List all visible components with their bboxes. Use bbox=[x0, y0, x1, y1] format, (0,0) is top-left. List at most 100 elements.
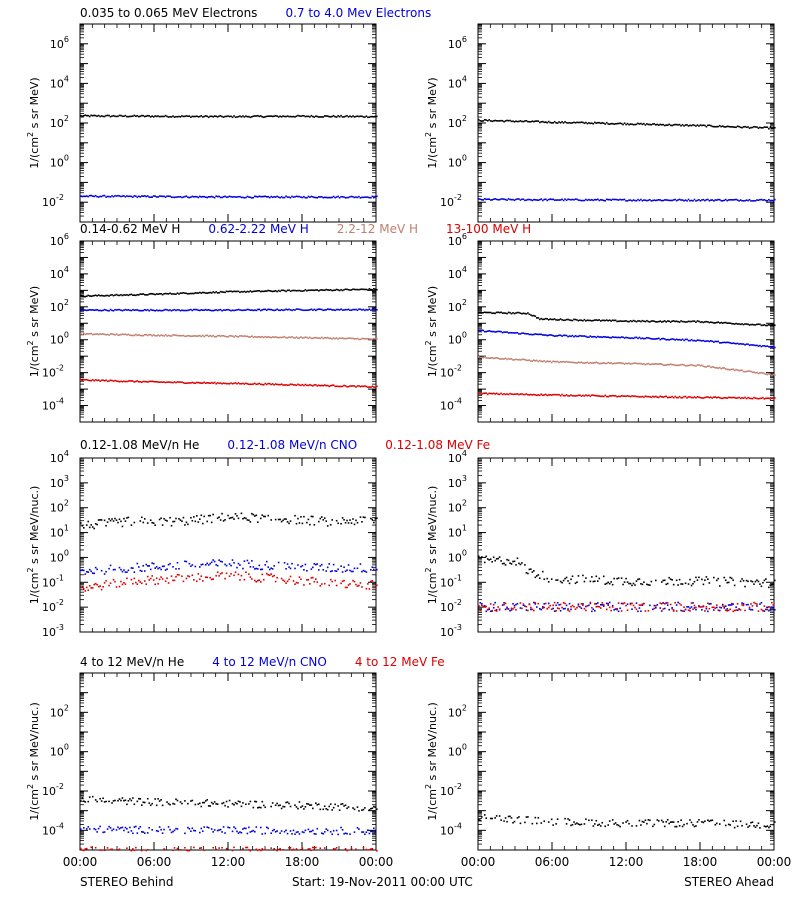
data-point bbox=[552, 393, 554, 396]
data-point bbox=[748, 370, 751, 373]
data-point bbox=[149, 196, 152, 199]
data-point bbox=[605, 395, 608, 398]
data-point bbox=[280, 289, 283, 292]
data-point bbox=[300, 565, 302, 568]
data-point bbox=[237, 517, 240, 520]
data-point bbox=[267, 573, 270, 576]
data-point bbox=[619, 320, 621, 322]
data-point bbox=[647, 362, 650, 365]
data-point bbox=[754, 324, 757, 326]
data-point bbox=[193, 196, 195, 198]
data-point bbox=[140, 195, 143, 197]
data-point bbox=[497, 198, 499, 201]
data-point bbox=[310, 384, 313, 387]
data-point bbox=[701, 321, 703, 323]
data-point bbox=[338, 337, 341, 339]
data-point bbox=[489, 330, 492, 333]
data-point bbox=[233, 518, 235, 520]
data-point bbox=[677, 584, 679, 586]
data-point bbox=[559, 334, 562, 337]
data-point bbox=[292, 580, 295, 582]
data-point bbox=[684, 321, 687, 323]
data-point bbox=[480, 603, 483, 605]
data-point bbox=[605, 319, 608, 321]
data-point bbox=[524, 199, 526, 202]
data-point bbox=[371, 566, 374, 569]
data-point bbox=[632, 395, 635, 398]
data-point bbox=[286, 289, 289, 292]
data-point bbox=[132, 582, 134, 585]
data-point bbox=[158, 566, 161, 569]
data-point bbox=[152, 195, 155, 197]
data-point bbox=[564, 361, 566, 363]
y-tick-label: 106 bbox=[50, 35, 69, 51]
data-point bbox=[191, 115, 194, 118]
data-point bbox=[109, 196, 112, 198]
data-point bbox=[625, 577, 627, 580]
data-point bbox=[340, 565, 342, 567]
data-point bbox=[759, 198, 761, 201]
data-point bbox=[341, 571, 344, 573]
data-point bbox=[589, 122, 592, 125]
data-point bbox=[515, 564, 517, 566]
data-point bbox=[620, 395, 623, 397]
data-point bbox=[538, 359, 541, 362]
data-point bbox=[155, 577, 158, 580]
data-point bbox=[521, 312, 523, 315]
data-point bbox=[338, 385, 341, 388]
data-point bbox=[337, 568, 339, 571]
data-point bbox=[355, 308, 357, 311]
data-point bbox=[139, 309, 142, 312]
data-point bbox=[175, 309, 177, 312]
data-point bbox=[362, 337, 365, 340]
data-point bbox=[705, 396, 708, 398]
data-point bbox=[288, 289, 290, 291]
data-point bbox=[588, 319, 590, 322]
data-point bbox=[582, 319, 584, 322]
data-point bbox=[614, 336, 617, 339]
data-point bbox=[607, 395, 610, 398]
data-point bbox=[373, 196, 375, 199]
data-point bbox=[763, 199, 766, 201]
data-point bbox=[723, 321, 726, 324]
series-13-100-mev-h bbox=[80, 378, 378, 389]
data-point bbox=[160, 576, 162, 578]
data-point bbox=[631, 337, 633, 339]
data-point bbox=[312, 289, 314, 291]
data-point bbox=[637, 337, 639, 340]
data-point bbox=[653, 604, 656, 607]
data-point bbox=[503, 198, 505, 201]
data-point bbox=[491, 330, 493, 333]
data-point bbox=[574, 608, 577, 610]
data-point bbox=[133, 114, 136, 117]
data-point bbox=[359, 516, 362, 518]
data-point bbox=[361, 309, 363, 311]
data-point bbox=[616, 577, 618, 580]
data-point bbox=[190, 292, 192, 295]
data-point bbox=[567, 122, 569, 124]
data-point bbox=[655, 321, 657, 323]
data-point bbox=[325, 308, 328, 311]
data-point bbox=[261, 573, 264, 576]
data-point bbox=[574, 395, 577, 397]
data-point bbox=[359, 308, 362, 311]
data-point bbox=[337, 195, 339, 198]
data-point bbox=[323, 309, 326, 311]
data-point bbox=[741, 126, 743, 129]
data-point bbox=[178, 574, 180, 576]
data-point bbox=[772, 607, 775, 609]
data-point bbox=[588, 122, 590, 124]
data-point bbox=[504, 198, 507, 201]
data-point bbox=[222, 195, 225, 198]
data-point bbox=[240, 309, 243, 312]
data-point bbox=[85, 378, 88, 381]
data-point bbox=[136, 114, 139, 117]
data-point bbox=[582, 603, 584, 605]
data-point bbox=[680, 339, 682, 341]
data-point bbox=[718, 396, 721, 399]
data-point bbox=[216, 292, 219, 294]
data-point bbox=[243, 335, 246, 337]
data-point bbox=[262, 383, 265, 386]
data-point bbox=[720, 606, 723, 609]
data-point bbox=[641, 123, 644, 126]
